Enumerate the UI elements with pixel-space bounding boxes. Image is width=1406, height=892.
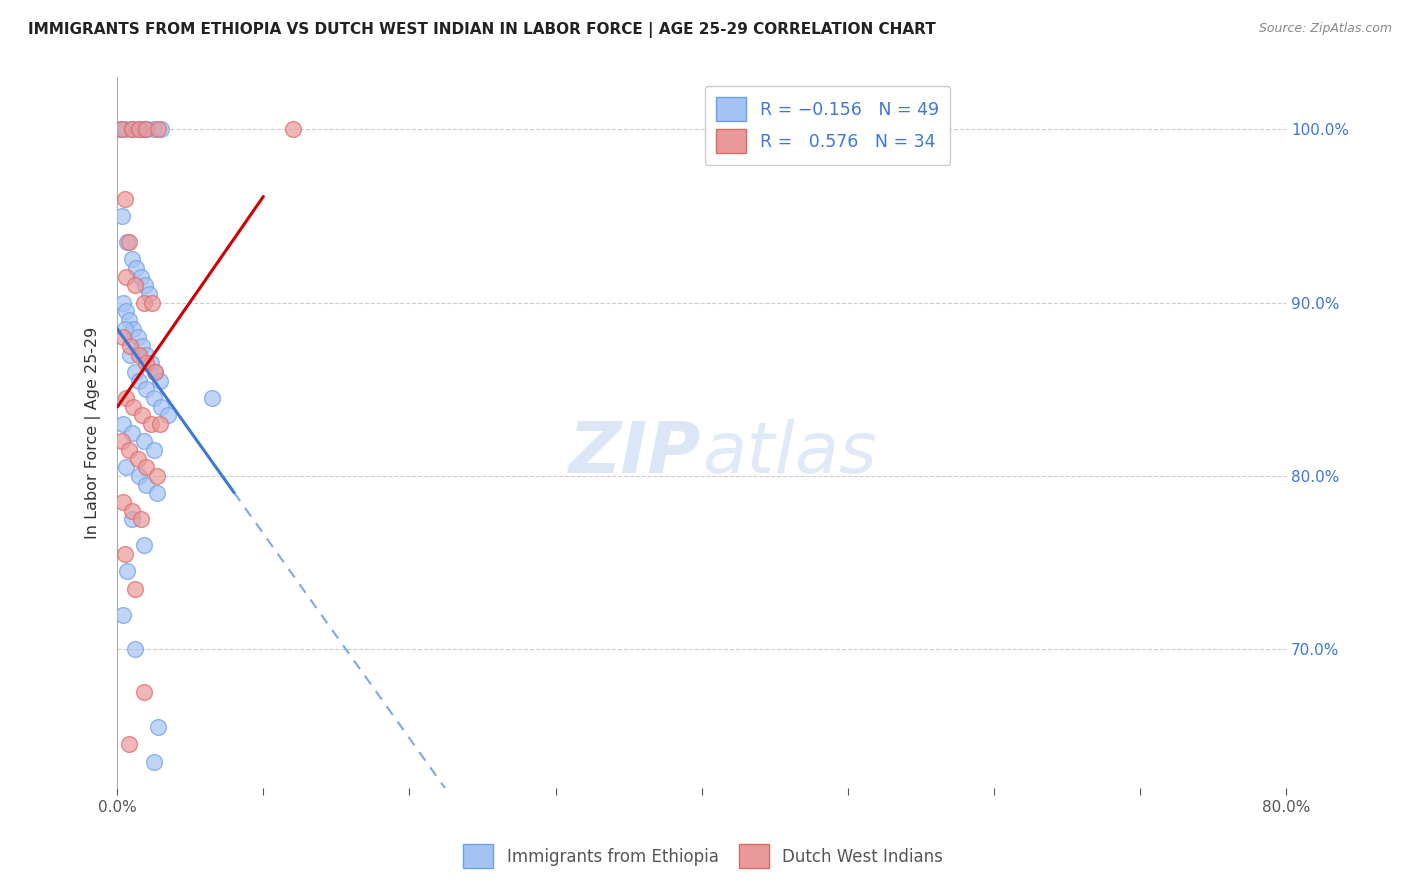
Point <box>122 321 145 335</box>
Point <box>139 356 162 370</box>
Point <box>115 269 138 284</box>
Point <box>157 409 180 423</box>
Point <box>121 122 143 136</box>
Point <box>114 122 136 136</box>
Point <box>128 348 150 362</box>
Y-axis label: In Labor Force | Age 25-29: In Labor Force | Age 25-29 <box>86 326 101 539</box>
Point <box>139 417 162 431</box>
Point <box>114 547 136 561</box>
Point <box>127 451 149 466</box>
Point <box>128 122 150 136</box>
Point <box>125 260 148 275</box>
Text: ZIP: ZIP <box>569 419 702 489</box>
Point <box>115 304 138 318</box>
Point <box>112 607 135 622</box>
Point <box>135 122 157 136</box>
Point <box>145 486 167 500</box>
Point <box>121 122 143 136</box>
Point <box>131 339 153 353</box>
Point <box>124 642 146 657</box>
Point <box>127 330 149 344</box>
Point <box>120 348 142 362</box>
Point <box>112 330 135 344</box>
Point <box>135 348 157 362</box>
Point <box>150 122 173 136</box>
Point <box>141 295 163 310</box>
Point <box>135 460 157 475</box>
Point <box>142 122 165 136</box>
Point <box>149 374 172 388</box>
Point <box>138 287 160 301</box>
Point <box>132 122 155 136</box>
Point <box>121 252 143 267</box>
Point <box>142 391 165 405</box>
Point <box>135 122 157 136</box>
Point <box>128 469 150 483</box>
Point <box>129 512 152 526</box>
Point <box>114 321 136 335</box>
Point <box>132 685 155 699</box>
Point <box>150 400 173 414</box>
Point <box>143 365 166 379</box>
Point <box>120 339 142 353</box>
Point <box>112 295 135 310</box>
Point <box>121 503 143 517</box>
Point <box>148 122 170 136</box>
Point <box>132 434 155 449</box>
Point <box>117 235 139 249</box>
Point <box>121 425 143 440</box>
Point <box>132 538 155 552</box>
Point <box>111 209 134 223</box>
Point <box>142 442 165 457</box>
Point <box>111 434 134 449</box>
Point <box>129 269 152 284</box>
Point <box>115 460 138 475</box>
Point <box>118 442 141 457</box>
Text: Source: ZipAtlas.com: Source: ZipAtlas.com <box>1258 22 1392 36</box>
Point <box>122 400 145 414</box>
Point <box>115 391 138 405</box>
Point <box>121 512 143 526</box>
Legend: R = −0.156   N = 49, R =   0.576   N = 34: R = −0.156 N = 49, R = 0.576 N = 34 <box>704 86 950 165</box>
Point <box>201 391 224 405</box>
Point <box>117 564 139 578</box>
Point <box>111 122 134 136</box>
Point <box>124 278 146 293</box>
Point <box>118 313 141 327</box>
Text: atlas: atlas <box>702 419 876 489</box>
Point <box>149 417 172 431</box>
Point <box>128 374 150 388</box>
Legend: Immigrants from Ethiopia, Dutch West Indians: Immigrants from Ethiopia, Dutch West Ind… <box>457 838 949 875</box>
Point <box>142 755 165 769</box>
Point <box>118 235 141 249</box>
Point <box>112 495 135 509</box>
Point <box>114 192 136 206</box>
Point <box>112 417 135 431</box>
Point <box>128 122 150 136</box>
Point <box>148 720 170 734</box>
Point <box>135 477 157 491</box>
Point <box>135 356 157 370</box>
Point <box>143 365 166 379</box>
Point <box>281 122 304 136</box>
Point <box>135 382 157 396</box>
Point <box>134 278 156 293</box>
Point <box>108 122 131 136</box>
Point <box>124 365 146 379</box>
Point <box>131 409 153 423</box>
Point <box>124 582 146 596</box>
Text: IMMIGRANTS FROM ETHIOPIA VS DUTCH WEST INDIAN IN LABOR FORCE | AGE 25-29 CORRELA: IMMIGRANTS FROM ETHIOPIA VS DUTCH WEST I… <box>28 22 936 38</box>
Point <box>132 295 155 310</box>
Point <box>145 469 167 483</box>
Point <box>118 738 141 752</box>
